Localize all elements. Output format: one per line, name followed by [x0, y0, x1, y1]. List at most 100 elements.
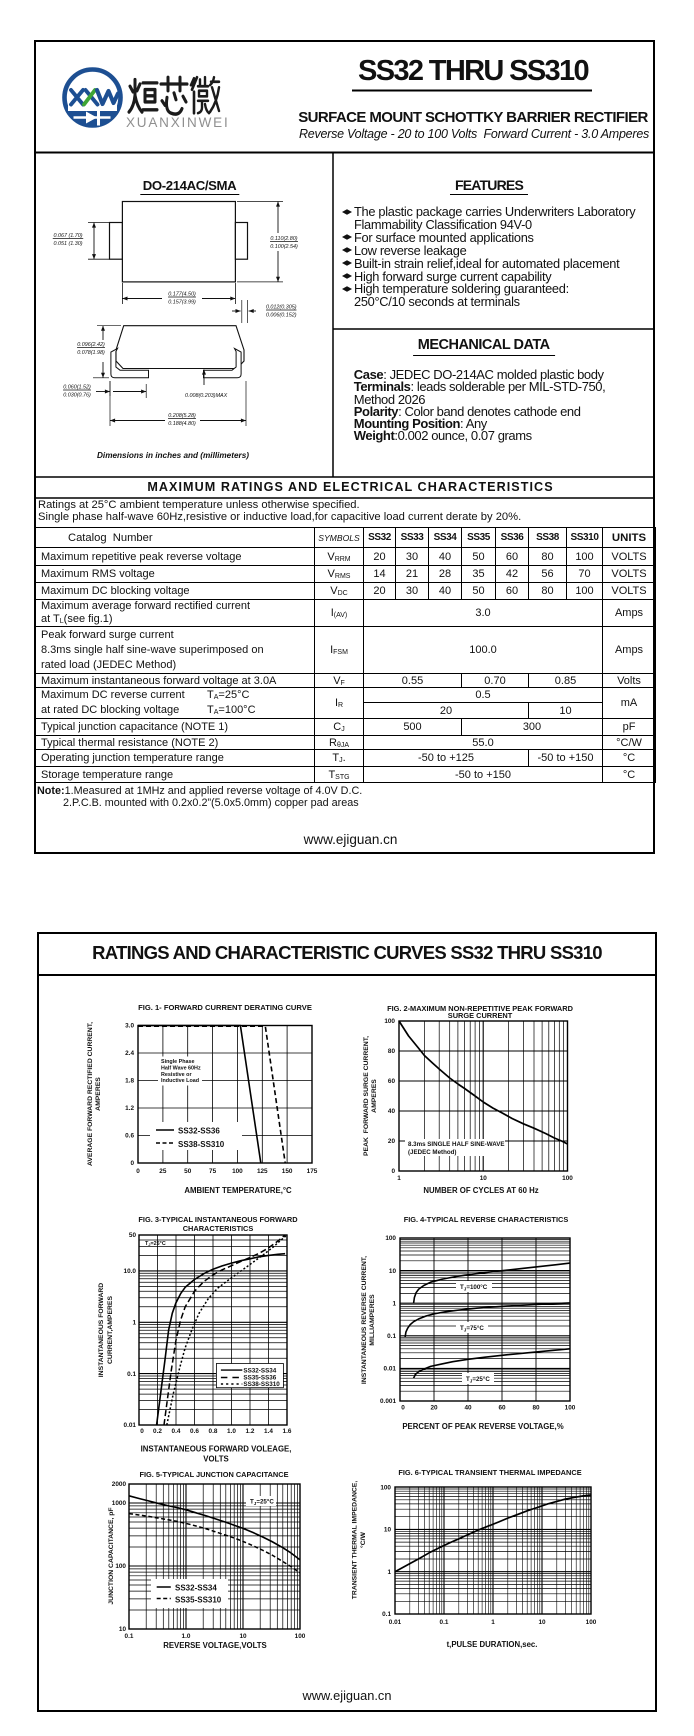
svg-text:0: 0	[130, 1160, 134, 1167]
svg-text:1.0: 1.0	[182, 1633, 191, 1640]
svg-text:1000: 1000	[112, 1500, 127, 1507]
svg-text:0.030(0.76): 0.030(0.76)	[63, 393, 91, 399]
svg-text:100: 100	[384, 1018, 395, 1025]
svg-text:10: 10	[389, 1268, 397, 1275]
svg-text:VOLTS: VOLTS	[203, 1455, 228, 1464]
svg-text:Resistive or: Resistive or	[161, 1072, 192, 1078]
svg-text:0.012(0.305): 0.012(0.305)	[266, 305, 297, 311]
svg-text:0: 0	[401, 1405, 405, 1412]
svg-text:0: 0	[391, 1168, 395, 1175]
svg-text:0.100(2.54): 0.100(2.54)	[270, 244, 298, 250]
svg-text:60: 60	[498, 1405, 506, 1412]
svg-text:0.051 (1.30): 0.051 (1.30)	[53, 241, 82, 247]
svg-text:3.0: 3.0	[125, 1023, 134, 1030]
svg-text:50: 50	[129, 1232, 137, 1239]
svg-text:REVERSE VOLTAGE,VOLTS: REVERSE VOLTAGE,VOLTS	[163, 1641, 267, 1650]
svg-text:0.188(4.80): 0.188(4.80)	[168, 421, 196, 427]
svg-text:150: 150	[282, 1168, 293, 1175]
svg-text:175: 175	[307, 1168, 318, 1175]
svg-text:TJ=25°C: TJ=25°C	[145, 1241, 166, 1247]
svg-text:0.008(0.203)MAX: 0.008(0.203)MAX	[185, 393, 228, 399]
svg-text:0.8: 0.8	[209, 1428, 218, 1435]
svg-text:0.078(1.98): 0.078(1.98)	[77, 350, 105, 356]
svg-text:FIG. 2-MAXIMUM NON-REPETITIVE: FIG. 2-MAXIMUM NON-REPETITIVE PEAK FORWA…	[387, 1004, 574, 1013]
svg-text:AMPERES: AMPERES	[371, 1079, 378, 1113]
svg-text:1.0: 1.0	[227, 1428, 236, 1435]
svg-text:0: 0	[136, 1168, 140, 1175]
svg-text:1.2: 1.2	[246, 1428, 255, 1435]
svg-text:100: 100	[380, 1484, 391, 1491]
svg-text:AVERAGE FORWARD RECTIFIED CURR: AVERAGE FORWARD RECTIFIED CURRENT,	[87, 1022, 94, 1166]
svg-text:0.01: 0.01	[389, 1619, 402, 1626]
svg-text:1: 1	[387, 1569, 391, 1576]
svg-text:60: 60	[388, 1078, 396, 1085]
svg-text:0.001: 0.001	[380, 1398, 396, 1405]
svg-text:100: 100	[232, 1168, 243, 1175]
svg-text:0.01: 0.01	[384, 1366, 397, 1373]
svg-text:FIG. 5-TYPICAL JUNCTION CAPACI: FIG. 5-TYPICAL JUNCTION CAPACITANCE	[139, 1470, 288, 1479]
svg-text:100: 100	[565, 1405, 576, 1412]
svg-text:100: 100	[562, 1175, 573, 1182]
svg-text:SS35-SS310: SS35-SS310	[175, 1595, 222, 1604]
svg-text:0.067 (1.70): 0.067 (1.70)	[53, 233, 82, 239]
svg-text:0.4: 0.4	[172, 1428, 181, 1435]
svg-text:FIG. 4-TYPICAL REVERSE CHARACT: FIG. 4-TYPICAL REVERSE CHARACTERISTICS	[404, 1215, 569, 1224]
svg-text:40: 40	[464, 1405, 472, 1412]
svg-text:1.8: 1.8	[125, 1078, 134, 1085]
svg-text:INSTANTANEOUS REVERSE CURRENT,: INSTANTANEOUS REVERSE CURRENT,	[361, 1256, 368, 1384]
svg-text:TJ=25°C: TJ=25°C	[466, 1376, 490, 1383]
svg-text:TJ=25°C: TJ=25°C	[250, 1499, 274, 1506]
svg-text:SS35-SS36: SS35-SS36	[243, 1375, 276, 1382]
svg-text:25: 25	[159, 1168, 167, 1175]
svg-text:125: 125	[257, 1168, 268, 1175]
svg-text:75: 75	[209, 1168, 217, 1175]
svg-text:SS38-SS310: SS38-SS310	[178, 1140, 225, 1149]
svg-text:0.157(3.99): 0.157(3.99)	[168, 300, 196, 306]
svg-text:Dimensions in inches and (mill: Dimensions in inches and (millimeters)	[97, 451, 249, 460]
svg-text:TJ=100°C: TJ=100°C	[460, 1284, 488, 1291]
svg-text:FIG. 3-TYPICAL INSTANTANEOUS F: FIG. 3-TYPICAL INSTANTANEOUS FORWARD	[138, 1215, 298, 1224]
svg-text:50: 50	[184, 1168, 192, 1175]
svg-text:10: 10	[119, 1626, 127, 1633]
svg-text:0.1: 0.1	[382, 1611, 391, 1618]
svg-text:2000: 2000	[112, 1481, 127, 1488]
svg-text:100: 100	[385, 1235, 396, 1242]
svg-text:PERCENT OF PEAK REVERSE VOLTAG: PERCENT OF PEAK REVERSE VOLTAGE,%	[402, 1422, 563, 1431]
svg-text:100: 100	[586, 1619, 597, 1626]
svg-text:80: 80	[388, 1048, 396, 1055]
svg-text:0.1: 0.1	[127, 1371, 136, 1378]
svg-text:AMBIENT TEMPERATURE,°C: AMBIENT TEMPERATURE,°C	[184, 1186, 292, 1195]
svg-text:100: 100	[115, 1563, 126, 1570]
svg-text:10.0: 10.0	[124, 1268, 137, 1275]
svg-text:0.1: 0.1	[440, 1619, 449, 1626]
svg-text:1.4: 1.4	[264, 1428, 273, 1435]
svg-text:AMPERES: AMPERES	[95, 1077, 102, 1111]
svg-text:0.096(2.42): 0.096(2.42)	[77, 342, 105, 348]
svg-text:Half Wave 60Hz: Half Wave 60Hz	[161, 1065, 201, 1071]
svg-text:JUNCTION CAPACITANCE, pF: JUNCTION CAPACITANCE, pF	[108, 1507, 115, 1604]
svg-text:0: 0	[140, 1428, 144, 1435]
svg-text:0.1: 0.1	[387, 1333, 396, 1340]
svg-text:FIG. 6-TYPICAL TRANSIENT THERM: FIG. 6-TYPICAL TRANSIENT THERMAL IMPEDAN…	[398, 1468, 581, 1477]
svg-text:1: 1	[132, 1319, 136, 1326]
svg-text:TRANSIENT THERMAL IMPEDANCE,: TRANSIENT THERMAL IMPEDANCE,	[352, 1481, 359, 1600]
svg-text:1: 1	[392, 1300, 396, 1307]
svg-text:INSTANTANEOUS FORWARD: INSTANTANEOUS FORWARD	[98, 1283, 105, 1377]
svg-text:100: 100	[295, 1633, 306, 1640]
svg-text:10: 10	[538, 1619, 546, 1626]
svg-text:SS32-SS34: SS32-SS34	[243, 1367, 276, 1374]
svg-text:0.6: 0.6	[190, 1428, 199, 1435]
svg-text:10: 10	[239, 1633, 247, 1640]
svg-text:SURGE CURRENT: SURGE CURRENT	[448, 1011, 513, 1020]
svg-text:0.006(0.152): 0.006(0.152)	[266, 313, 297, 319]
svg-text:8.3ms SINGLE HALF SINE-WAVE: 8.3ms SINGLE HALF SINE-WAVE	[408, 1141, 505, 1148]
svg-text:0.060(1.52): 0.060(1.52)	[63, 385, 91, 391]
svg-text:TJ=75°C: TJ=75°C	[460, 1325, 484, 1332]
svg-text:1: 1	[397, 1175, 401, 1182]
svg-text:10: 10	[384, 1527, 392, 1534]
svg-text:1.6: 1.6	[283, 1428, 292, 1435]
svg-text:0.1: 0.1	[125, 1633, 134, 1640]
svg-text:NUMBER OF CYCLES AT 60 Hz: NUMBER OF CYCLES AT 60 Hz	[423, 1186, 538, 1195]
svg-text:t,PULSE DURATION,sec.: t,PULSE DURATION,sec.	[447, 1640, 538, 1649]
svg-text:0.6: 0.6	[125, 1133, 134, 1140]
